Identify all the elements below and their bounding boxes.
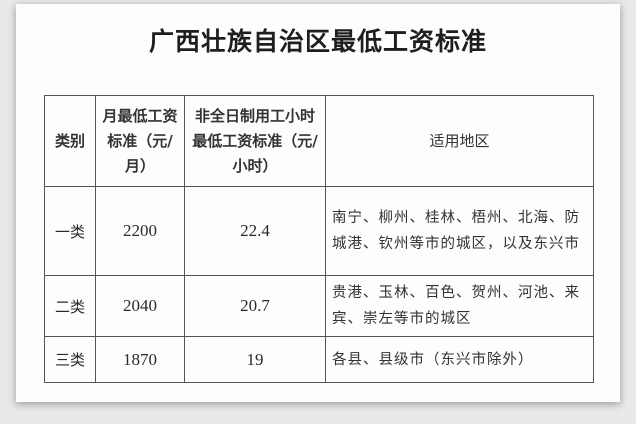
- header-category: 类别: [44, 95, 96, 187]
- row-areas: 各县、县级市（东兴市除外）: [325, 336, 594, 383]
- row-monthly: 2040: [95, 275, 185, 337]
- table-row: 一类 2200 22.4 南宁、柳州、桂林、梧州、北海、防城港、钦州等市的城区，…: [44, 186, 594, 276]
- row-category: 二类: [44, 275, 96, 337]
- row-areas: 贵港、玉林、百色、贺州、河池、来宾、崇左等市的城区: [325, 275, 594, 337]
- row-hourly: 20.7: [184, 275, 326, 337]
- row-monthly: 1870: [95, 336, 185, 383]
- table-row: 三类 1870 19 各县、县级市（东兴市除外）: [44, 336, 594, 383]
- header-hourly: 非全日制用工小时最低工资标准（元/小时）: [184, 95, 326, 187]
- minimum-wage-table: 类别 月最低工资标准（元/月） 非全日制用工小时最低工资标准（元/小时） 适用地…: [44, 95, 594, 383]
- row-areas: 南宁、柳州、桂林、梧州、北海、防城港、钦州等市的城区，以及东兴市: [325, 186, 594, 276]
- row-hourly: 22.4: [184, 186, 326, 276]
- row-hourly: 19: [184, 336, 326, 383]
- header-areas: 适用地区: [325, 95, 594, 187]
- table-header-row: 类别 月最低工资标准（元/月） 非全日制用工小时最低工资标准（元/小时） 适用地…: [44, 95, 594, 187]
- row-category: 一类: [44, 186, 96, 276]
- row-category: 三类: [44, 336, 96, 383]
- table-row: 二类 2040 20.7 贵港、玉林、百色、贺州、河池、来宾、崇左等市的城区: [44, 275, 594, 337]
- document-title: 广西壮族自治区最低工资标准: [148, 27, 487, 56]
- header-monthly: 月最低工资标准（元/月）: [95, 95, 185, 187]
- row-monthly: 2200: [95, 186, 185, 276]
